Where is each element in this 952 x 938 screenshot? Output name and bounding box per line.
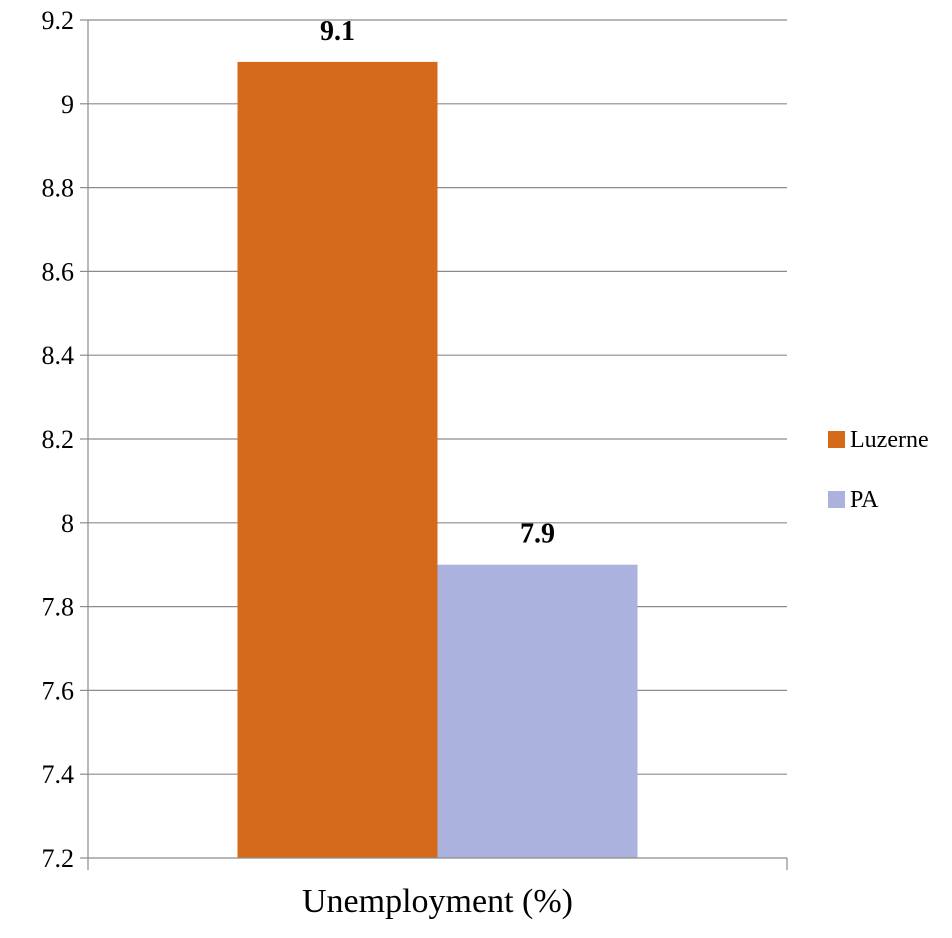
category-label: Unemployment (%) (302, 883, 573, 920)
bars (237, 61, 638, 858)
y-tick-label: 7.6 (42, 676, 75, 705)
y-axis-tick-labels: 7.2 7.4 7.6 7.8 8 8.2 8.4 8.6 8.8 9 9.2 (42, 6, 88, 873)
data-labels: 9.1 7.9 (320, 16, 555, 550)
axes (87, 20, 788, 870)
y-tick-label: 9.2 (42, 6, 75, 35)
y-tick-label: 8.2 (42, 425, 75, 454)
y-tick-label: 8 (61, 509, 74, 538)
legend-swatch-luzerne (828, 431, 845, 448)
y-tick-label: 8.6 (42, 257, 75, 286)
legend-swatch-pa (828, 491, 845, 508)
data-label-pa: 7.9 (520, 519, 555, 550)
data-label-luzerne: 9.1 (320, 16, 355, 47)
legend-label-pa: PA (850, 487, 879, 513)
y-tick-label: 7.4 (42, 760, 75, 789)
y-tick-label: 8.8 (42, 174, 75, 203)
x-axis-category-labels: Unemployment (%) (302, 883, 573, 920)
legend-label-luzerne: Luzerne (850, 427, 929, 453)
y-tick-label: 7.8 (42, 593, 75, 622)
bar-pa (437, 564, 638, 858)
y-tick-label: 7.2 (42, 844, 75, 873)
y-tick-label: 8.4 (42, 341, 75, 370)
bar-luzerne (237, 61, 438, 858)
legend: Luzerne PA (828, 427, 929, 513)
y-tick-label: 9 (61, 90, 74, 119)
